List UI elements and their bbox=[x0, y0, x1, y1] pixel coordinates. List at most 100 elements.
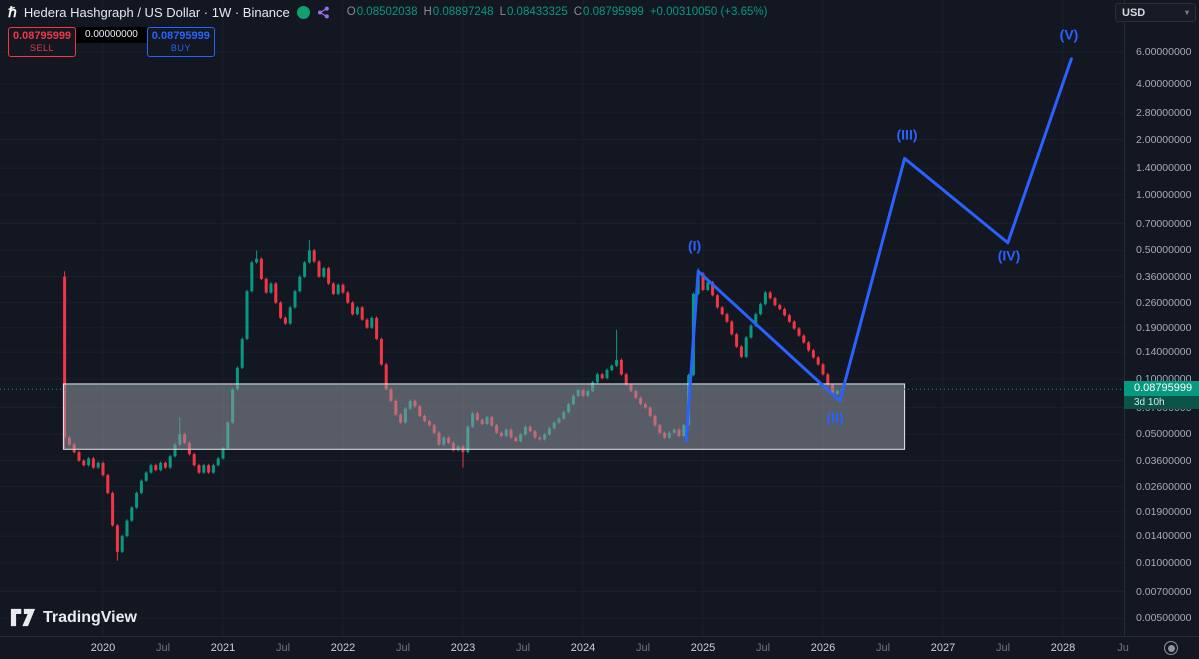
candle-body bbox=[120, 536, 124, 552]
wave-label[interactable]: (V) bbox=[1060, 27, 1079, 43]
candle-body bbox=[96, 462, 100, 468]
time-tick-label: Jul bbox=[995, 642, 1011, 654]
currency-dropdown[interactable]: USD ▾ bbox=[1115, 3, 1196, 22]
candle-body bbox=[370, 317, 374, 328]
time-tick-label: 2022 bbox=[330, 642, 356, 654]
candle-body bbox=[797, 328, 801, 336]
candle-body bbox=[245, 291, 249, 339]
candle-body bbox=[706, 282, 710, 290]
candle-body bbox=[221, 448, 225, 459]
candle-body bbox=[293, 291, 297, 308]
candle-body bbox=[331, 283, 335, 294]
price-tick-label: 0.02600000 bbox=[1136, 480, 1192, 493]
candle-body bbox=[360, 307, 364, 320]
candle-body bbox=[821, 364, 825, 375]
ohlc-close-value: 0.08795999 bbox=[583, 6, 644, 18]
candle-body bbox=[235, 367, 239, 390]
candle-body bbox=[783, 309, 787, 316]
price-tick-label: 2.80000000 bbox=[1136, 106, 1192, 119]
support-zone-box[interactable] bbox=[62, 383, 906, 450]
wave-label[interactable]: (II) bbox=[826, 410, 843, 426]
buy-button[interactable]: 0.08795999 BUY bbox=[146, 27, 215, 57]
candle-body bbox=[101, 462, 105, 476]
wave-label[interactable]: (III) bbox=[897, 127, 918, 143]
wave-label[interactable]: (I) bbox=[688, 237, 701, 253]
tradingview-logo-text: TradingView bbox=[43, 608, 137, 626]
sell-button[interactable]: 0.08795999 SELL bbox=[8, 27, 76, 57]
time-tick-label: 2023 bbox=[450, 642, 476, 654]
price-tick-label: 0.36000000 bbox=[1136, 270, 1192, 283]
candle-body bbox=[63, 276, 67, 438]
candle-body bbox=[787, 315, 791, 322]
candle-body bbox=[288, 307, 292, 324]
ohlc-high-value: 0.08897248 bbox=[432, 6, 494, 18]
ohlc-low-label: L bbox=[499, 6, 506, 18]
ohlc-high-label: H bbox=[423, 6, 432, 18]
candle-body bbox=[135, 493, 139, 508]
candle-body bbox=[91, 458, 95, 468]
sell-price: 0.08795999 bbox=[12, 30, 72, 42]
candle-body bbox=[168, 456, 172, 468]
time-tick-label: Jul bbox=[875, 642, 891, 654]
candle-body bbox=[255, 258, 259, 263]
candle-body bbox=[163, 462, 167, 468]
tradingview-logo-icon bbox=[10, 608, 36, 627]
candle-body bbox=[615, 359, 619, 366]
price-tick-label: 0.01400000 bbox=[1136, 530, 1192, 543]
candle-body bbox=[139, 480, 143, 494]
tradingview-logo[interactable]: TradingView bbox=[10, 608, 137, 627]
chart-canvas[interactable]: (I) (II) (III) (IV) (V) bbox=[0, 0, 1124, 636]
candle-body bbox=[735, 334, 739, 347]
candle-body bbox=[154, 465, 158, 471]
elliott-wave-line[interactable] bbox=[684, 57, 1073, 443]
candle-body bbox=[619, 359, 623, 375]
time-tick-label: 2026 bbox=[810, 642, 836, 654]
wave-label[interactable]: (IV) bbox=[998, 248, 1021, 264]
price-tick-label: 1.40000000 bbox=[1136, 162, 1192, 175]
candle-body bbox=[355, 307, 359, 315]
candle-body bbox=[826, 374, 830, 385]
candle-body bbox=[763, 292, 767, 305]
candle-body bbox=[279, 302, 283, 318]
candle-body bbox=[365, 319, 369, 328]
price-tick-label: 0.19000000 bbox=[1136, 321, 1192, 334]
candle-body bbox=[725, 314, 729, 322]
candle-body bbox=[77, 452, 81, 461]
price-tick-label: 4.00000000 bbox=[1136, 78, 1192, 91]
candle-body bbox=[811, 350, 815, 358]
candle-body bbox=[250, 262, 254, 292]
candle-body bbox=[792, 321, 796, 329]
symbol-title[interactable]: Hedera Hashgraph / US Dollar · 1W · Bina… bbox=[23, 4, 290, 20]
sell-label: SELL bbox=[29, 43, 55, 53]
candle-body bbox=[87, 458, 91, 466]
candle-body bbox=[283, 317, 287, 324]
candle-body bbox=[298, 276, 302, 292]
symbol-toolbar: ℏ Hedera Hashgraph / US Dollar · 1W · Bi… bbox=[8, 0, 767, 24]
share-icon[interactable] bbox=[317, 6, 330, 19]
candle-body bbox=[216, 458, 220, 466]
market-status-icon[interactable] bbox=[296, 5, 310, 19]
candle-body bbox=[115, 525, 119, 552]
price-tick-label: 0.50000000 bbox=[1136, 244, 1192, 257]
bar-countdown-badge: 3d 10h bbox=[1124, 396, 1199, 410]
candle-body bbox=[759, 304, 763, 315]
price-tick-label: 0.01900000 bbox=[1136, 505, 1192, 518]
current-price-badge: 0.08795999 bbox=[1124, 381, 1199, 397]
chevron-down-icon: ▾ bbox=[1184, 8, 1189, 17]
time-tick-label: 2021 bbox=[210, 642, 236, 654]
candle-body bbox=[211, 465, 215, 473]
ohlc-open-label: O bbox=[346, 6, 356, 18]
price-tick-label: 0.00700000 bbox=[1136, 585, 1192, 598]
candle-body bbox=[610, 365, 614, 370]
price-axis[interactable]: 6.00000000 4.00000000 2.80000000 2.00000000… bbox=[1124, 0, 1199, 636]
time-tick-label: Jul bbox=[275, 642, 291, 654]
candle-body bbox=[341, 284, 345, 293]
time-axis[interactable]: 2020 Jul 2021 Jul 2022 Jul 2023 Jul 2024 Jul 2025 J… bbox=[0, 636, 1199, 659]
buy-label: BUY bbox=[170, 43, 191, 53]
price-tick-label: 6.00000000 bbox=[1136, 45, 1192, 58]
target-icon[interactable] bbox=[1164, 641, 1178, 655]
candle-body bbox=[336, 284, 340, 294]
candle-body bbox=[802, 335, 806, 343]
candle-body bbox=[159, 462, 163, 471]
candle-body bbox=[624, 374, 628, 385]
